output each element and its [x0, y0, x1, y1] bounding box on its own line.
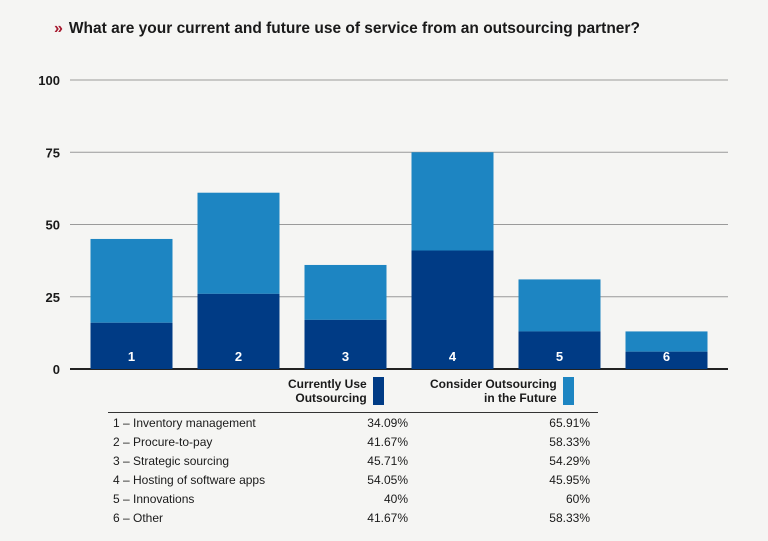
legend-current-label: Currently Use Outsourcing	[288, 377, 367, 405]
row-future: 58.33%	[549, 511, 590, 525]
table-row: 3 – Strategic sourcing 45.71% 54.29%	[0, 451, 768, 470]
bar-current	[518, 331, 601, 369]
row-name: 3 – Strategic sourcing	[113, 454, 230, 468]
bar-future	[625, 331, 708, 352]
bar-current	[304, 319, 387, 369]
row-future: 58.33%	[549, 435, 590, 449]
legend-future-swatch	[562, 377, 574, 405]
y-tick-label: 25	[46, 290, 60, 305]
legend-future: Consider Outsourcing in the Future	[430, 377, 574, 405]
bar-future	[197, 192, 280, 294]
table-row: 2 – Procure-to-pay 41.67% 58.33%	[0, 432, 768, 451]
row-name: 2 – Procure-to-pay	[113, 435, 213, 449]
row-current: 45.71%	[367, 454, 408, 468]
bar-category-label: 6	[663, 349, 670, 364]
legend-current-line1: Currently Use	[288, 377, 367, 391]
bar-category-label: 1	[128, 349, 135, 364]
bar-category-label: 3	[342, 349, 349, 364]
table-row: 5 – Innovations 40% 60%	[0, 489, 768, 508]
row-future: 45.95%	[549, 473, 590, 487]
y-tick-label: 0	[53, 362, 60, 377]
table-row: 1 – Inventory management 34.09% 65.91%	[0, 413, 768, 432]
bar-current	[197, 293, 280, 369]
row-current: 41.67%	[367, 435, 408, 449]
row-name: 1 – Inventory management	[113, 416, 256, 430]
chevron-icon: »	[54, 20, 63, 37]
chart-title: What are your current and future use of …	[68, 20, 640, 37]
table-top-divider	[108, 412, 598, 413]
bar-current	[625, 351, 708, 369]
legend-current: Currently Use Outsourcing	[288, 377, 384, 405]
legend-future-line1: Consider Outsourcing	[430, 377, 557, 391]
row-current: 54.05%	[367, 473, 408, 487]
row-name: 6 – Other	[113, 511, 164, 525]
row-future: 54.29%	[549, 454, 590, 468]
chart-header: » What are your current and future use o…	[54, 20, 640, 38]
row-current: 34.09%	[367, 416, 408, 430]
y-tick-label: 75	[46, 145, 60, 160]
legend-future-label: Consider Outsourcing in the Future	[430, 377, 557, 405]
stacked-bar-chart: 0 25 50 75 100 1 2 3 4 5 6	[38, 73, 728, 377]
legend-future-line2: in the Future	[484, 391, 557, 405]
bar-future	[90, 238, 173, 323]
row-future: 60%	[565, 492, 590, 506]
bar-current	[90, 322, 173, 369]
table-row: 4 – Hosting of software apps 54.05% 45.9…	[0, 470, 768, 489]
legend-current-line2: Outsourcing	[295, 391, 367, 405]
row-current: 40%	[383, 492, 408, 506]
bar-future	[518, 279, 601, 332]
row-future: 65.91%	[549, 416, 590, 430]
row-name: 5 – Innovations	[113, 492, 195, 506]
row-current: 41.67%	[367, 511, 408, 525]
row-name: 4 – Hosting of software apps	[113, 473, 266, 487]
y-tick-label: 100	[38, 73, 60, 88]
bar-future	[411, 152, 494, 251]
bar-future	[304, 264, 387, 320]
legend-current-swatch	[372, 377, 384, 405]
table-row: 6 – Other 41.67% 58.33%	[0, 508, 768, 527]
bar-category-label: 2	[235, 349, 242, 364]
y-tick-label: 50	[46, 218, 60, 233]
bar-category-label: 5	[556, 349, 563, 364]
bar-category-label: 4	[449, 349, 457, 364]
bar-current	[411, 250, 494, 369]
